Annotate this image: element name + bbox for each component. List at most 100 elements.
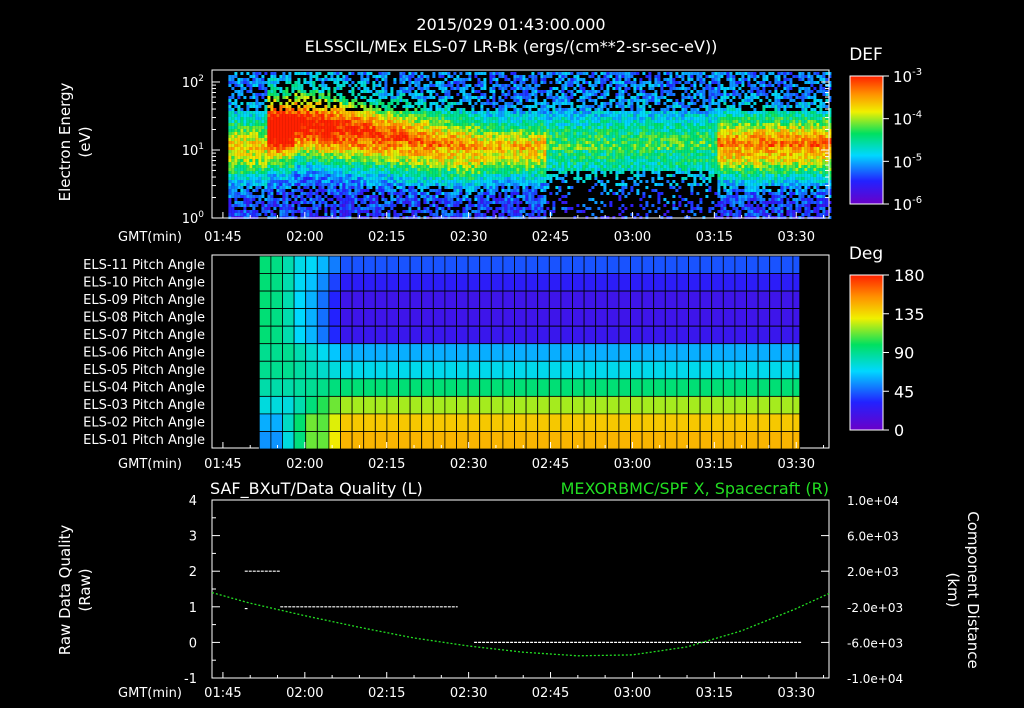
energy-cell bbox=[252, 204, 256, 207]
energy-cell bbox=[324, 75, 328, 78]
energy-cell bbox=[468, 102, 472, 105]
energy-cell bbox=[471, 189, 475, 192]
energy-cell bbox=[309, 171, 313, 174]
energy-cell bbox=[507, 105, 511, 108]
energy-cell bbox=[420, 177, 424, 180]
energy-cell bbox=[366, 147, 370, 150]
energy-cell bbox=[342, 78, 346, 81]
energy-cell bbox=[390, 114, 394, 117]
energy-cell bbox=[495, 141, 499, 144]
energy-cell bbox=[315, 171, 319, 174]
energy-cell bbox=[246, 171, 250, 174]
energy-cell bbox=[312, 99, 316, 102]
energy-cell bbox=[282, 189, 286, 192]
energy-cell bbox=[246, 81, 250, 84]
energy-cell bbox=[573, 144, 577, 147]
energy-cell bbox=[420, 129, 424, 132]
energy-cell bbox=[504, 111, 508, 114]
energy-cell bbox=[378, 132, 382, 135]
energy-cell bbox=[597, 147, 601, 150]
energy-cell bbox=[483, 72, 487, 75]
energy-cell bbox=[459, 180, 463, 183]
energy-cell bbox=[555, 117, 559, 120]
energy-cell bbox=[537, 111, 541, 114]
energy-cell bbox=[411, 120, 415, 123]
energy-cell bbox=[348, 159, 352, 162]
energy-cell bbox=[549, 138, 553, 141]
energy-cell bbox=[441, 201, 445, 204]
energy-cell bbox=[399, 213, 403, 216]
energy-cell bbox=[378, 192, 382, 195]
energy-cell bbox=[486, 120, 490, 123]
energy-cell bbox=[252, 147, 256, 150]
energy-cell bbox=[297, 135, 301, 138]
energy-cell bbox=[498, 174, 502, 177]
energy-cell bbox=[492, 105, 496, 108]
energy-cell bbox=[402, 87, 406, 90]
energy-cell bbox=[381, 171, 385, 174]
energy-cell bbox=[570, 171, 574, 174]
energy-cell bbox=[252, 120, 256, 123]
energy-cell bbox=[501, 153, 505, 156]
energy-cell bbox=[387, 177, 391, 180]
energy-cell bbox=[492, 114, 496, 117]
energy-cell bbox=[447, 108, 451, 111]
energy-cell bbox=[363, 162, 367, 165]
energy-cell bbox=[297, 120, 301, 123]
energy-cell bbox=[258, 105, 262, 108]
energy-cell bbox=[270, 180, 274, 183]
energy-cell bbox=[582, 117, 586, 120]
energy-cell bbox=[438, 180, 442, 183]
energy-cell bbox=[369, 147, 373, 150]
energy-cell bbox=[240, 126, 244, 129]
energy-cell bbox=[237, 105, 241, 108]
energy-cell bbox=[432, 168, 436, 171]
energy-cell bbox=[399, 159, 403, 162]
energy-cell bbox=[270, 111, 274, 114]
energy-cell bbox=[444, 72, 448, 75]
energy-cell bbox=[510, 180, 514, 183]
energy-cell bbox=[501, 171, 505, 174]
energy-cell bbox=[384, 81, 388, 84]
energy-cell bbox=[555, 102, 559, 105]
energy-cell bbox=[597, 153, 601, 156]
energy-cell bbox=[573, 126, 577, 129]
energy-cell bbox=[291, 165, 295, 168]
energy-cell bbox=[474, 174, 478, 177]
energy-cell bbox=[501, 159, 505, 162]
energy-cell bbox=[273, 111, 277, 114]
energy-cell bbox=[504, 165, 508, 168]
energy-cell bbox=[438, 126, 442, 129]
energy-cell bbox=[339, 159, 343, 162]
energy-cell bbox=[384, 111, 388, 114]
energy-cell bbox=[405, 111, 409, 114]
energy-cell bbox=[333, 150, 337, 153]
energy-cell bbox=[363, 165, 367, 168]
energy-cell bbox=[255, 213, 259, 216]
energy-cell bbox=[390, 189, 394, 192]
energy-cell bbox=[321, 84, 325, 87]
energy-cell bbox=[591, 171, 595, 174]
energy-cell bbox=[357, 93, 361, 96]
energy-cell bbox=[537, 156, 541, 159]
energy-cell bbox=[321, 165, 325, 168]
energy-cell bbox=[429, 111, 433, 114]
energy-cell bbox=[507, 117, 511, 120]
energy-cell bbox=[348, 210, 352, 213]
energy-cell bbox=[558, 120, 562, 123]
energy-cell bbox=[555, 192, 559, 195]
energy-cell bbox=[303, 105, 307, 108]
energy-cell bbox=[477, 156, 481, 159]
energy-cell bbox=[351, 138, 355, 141]
energy-cell bbox=[339, 195, 343, 198]
energy-cell bbox=[408, 78, 412, 81]
energy-cell bbox=[405, 126, 409, 129]
energy-cell bbox=[567, 78, 571, 81]
energy-cell bbox=[426, 111, 430, 114]
energy-cell bbox=[534, 99, 538, 102]
energy-cell bbox=[351, 126, 355, 129]
energy-cell bbox=[258, 78, 262, 81]
energy-cell bbox=[390, 90, 394, 93]
energy-cell bbox=[396, 123, 400, 126]
energy-cell bbox=[261, 150, 265, 153]
